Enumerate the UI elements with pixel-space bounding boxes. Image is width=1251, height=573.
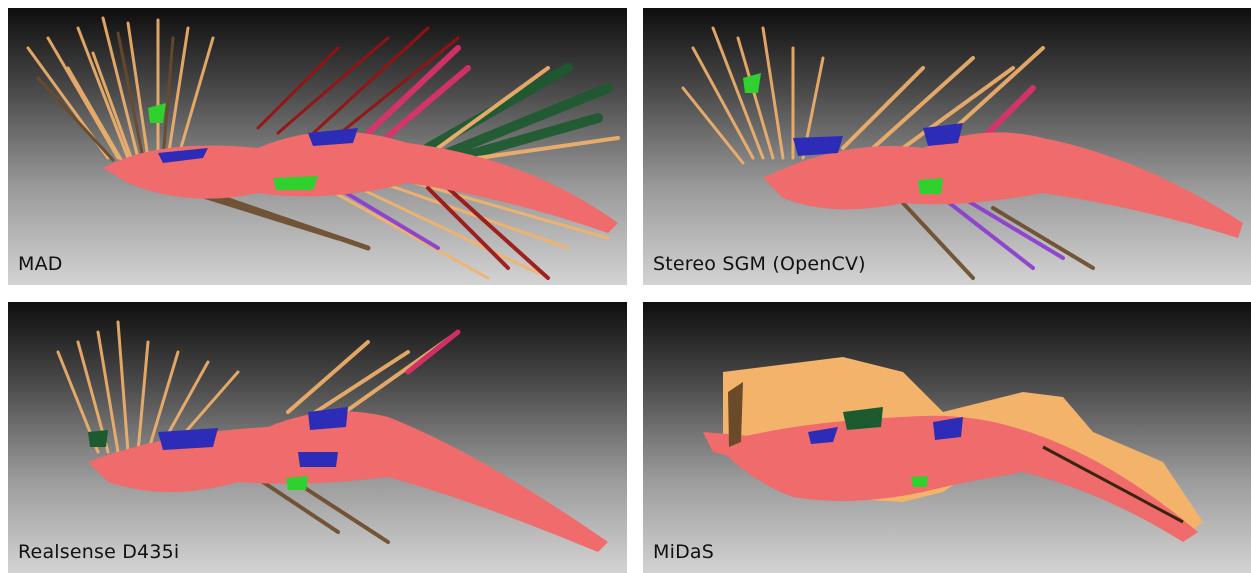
point-cloud-sgm (681, 26, 1243, 280)
panel-label: Stereo SGM (OpenCV) (653, 253, 866, 275)
panel-realsense: Realsense D435i (8, 302, 627, 573)
panel-label: MAD (18, 253, 63, 275)
point-cloud-realsense (56, 320, 608, 552)
panel-label: Realsense D435i (18, 541, 180, 563)
point-cloud-midas (703, 357, 1203, 542)
panel-label: MiDaS (653, 541, 715, 563)
panel-sgm: Stereo SGM (OpenCV) (643, 8, 1251, 285)
point-cloud-mad (26, 16, 620, 280)
panel-mad: MAD (8, 8, 627, 285)
panel-midas: MiDaS (643, 302, 1251, 573)
